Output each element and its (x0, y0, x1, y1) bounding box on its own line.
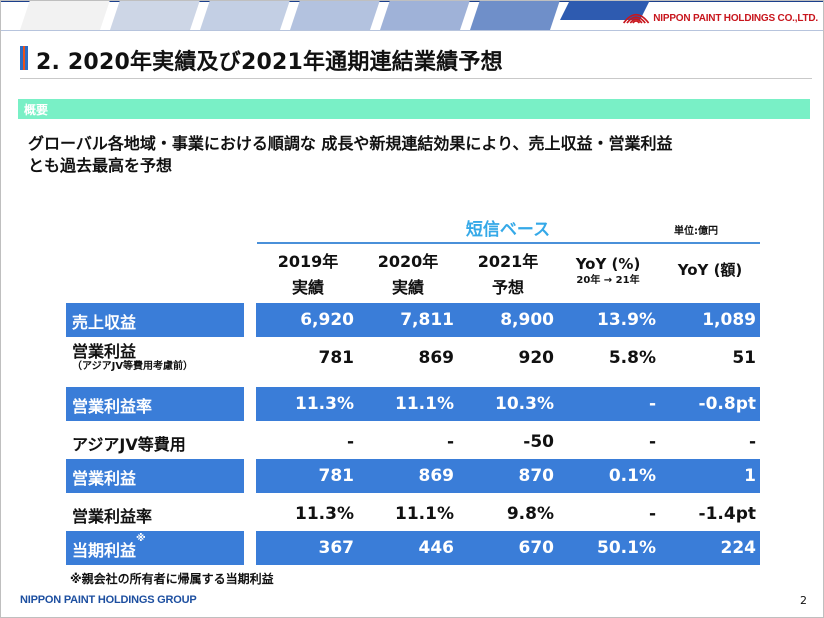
page-number: 2 (800, 594, 807, 607)
cell-yoy-percent: 50.1% (597, 538, 656, 558)
column-header-yoy-period: 20年 → 21年 (576, 275, 640, 286)
cell-2021: 670 (518, 538, 555, 558)
table-row: 営業利益 （アジアJV等費用考慮前） 781 869 920 5.8% 51 (66, 341, 760, 375)
footnote-mark: ※ (136, 533, 146, 544)
row-label: アジアJV等費用 (72, 435, 186, 454)
summary-line: とも過去最高を予想 (28, 156, 173, 175)
table-row: 当期利益※ 367 446 670 50.1% 224 (66, 531, 760, 565)
column-header-kind: 予想 (491, 278, 524, 297)
table-row: 売上収益 6,920 7,811 8,900 13.9% 1,089 (66, 303, 760, 337)
basis-label: 短信ベース (465, 220, 551, 240)
page-title: 2. 2020年実績及び2021年通期連結業績予想 (36, 50, 503, 75)
summary-text: グローバル各地域・事業における順調な 成長や新規連結効果により、売上収益・営業利… (28, 133, 810, 177)
cell-2021: 10.3% (495, 394, 554, 414)
cell-2020: 11.1% (395, 394, 454, 414)
row-label: 営業利益 （アジアJV等費用考慮前） (72, 343, 193, 373)
column-header-year: 2021年 (477, 252, 539, 271)
column-header-2021: 2021年 予想 (462, 249, 554, 301)
row-label: 売上収益 (72, 313, 137, 332)
row-label: 営業利益 (72, 469, 137, 488)
row-label-text: 営業利益 (72, 342, 137, 361)
column-header-kind: 実績 (391, 278, 424, 297)
row-label: 営業利益率 (72, 507, 153, 526)
cell-2019: 367 (318, 538, 355, 558)
column-header-2020: 2020年 実績 (362, 249, 454, 301)
table-row: アジアJV等費用 - - -50 - - (66, 425, 760, 459)
company-logo: NIPPON PAINT HOLDINGS CO.,LTD. (622, 8, 818, 28)
company-logo-text: NIPPON PAINT HOLDINGS CO.,LTD. (653, 12, 818, 24)
cell-yoy-percent: 0.1% (608, 466, 656, 486)
row-label-text: 当期利益 (72, 541, 137, 560)
column-header-yoy-percent: YoY (%) 20年 → 21年 (558, 254, 658, 288)
column-header-year: 2019年 (277, 252, 339, 271)
column-header-2019: 2019年 実績 (262, 249, 354, 301)
cell-2019: 781 (318, 348, 355, 368)
cell-yoy-amount: -1.4pt (698, 504, 756, 524)
cell-yoy-percent: 13.9% (597, 310, 656, 330)
table-row: 営業利益率 11.3% 11.1% 10.3% - -0.8pt (66, 387, 760, 421)
row-label: 営業利益率 (72, 397, 153, 416)
cell-yoy-percent: - (648, 432, 656, 452)
cell-yoy-percent: - (648, 504, 656, 524)
footnote: ※親会社の所有者に帰属する当期利益 (70, 572, 274, 586)
header-decoration (0, 0, 824, 31)
cell-2019: 781 (318, 466, 355, 486)
unit-label: 単位:億円 (674, 226, 718, 237)
title-accent-bar (20, 46, 28, 70)
cell-yoy-amount: 1,089 (702, 310, 756, 330)
footer-brand: NIPPON PAINT HOLDINGS GROUP (20, 594, 197, 606)
table-header-divider (257, 242, 760, 244)
column-header-yoy-percent-label: YoY (%) (575, 255, 641, 273)
table-row: 営業利益 781 869 870 0.1% 1 (66, 459, 760, 493)
cell-2021: 870 (518, 466, 555, 486)
cell-yoy-amount: 224 (720, 538, 757, 558)
table-row: 営業利益率 11.3% 11.1% 9.8% - -1.4pt (66, 497, 760, 531)
cell-2021: 920 (518, 348, 555, 368)
cell-2019: 6,920 (300, 310, 354, 330)
cell-yoy-percent: 5.8% (608, 348, 656, 368)
cell-2020: 7,811 (400, 310, 454, 330)
cell-2019: 11.3% (295, 394, 354, 414)
cell-yoy-amount: 51 (732, 348, 756, 368)
cell-yoy-percent: - (648, 394, 656, 414)
cell-yoy-amount: -0.8pt (698, 394, 756, 414)
column-header-yoy-amount: YoY (額) (664, 260, 756, 280)
cell-2020: 869 (418, 466, 455, 486)
cell-2021: -50 (523, 432, 554, 452)
row-label-note: （アジアJV等費用考慮前） (72, 361, 194, 372)
section-label: 概要 (24, 103, 49, 117)
cell-2020: 869 (418, 348, 455, 368)
column-header-year: 2020年 (377, 252, 439, 271)
cell-2021: 8,900 (500, 310, 554, 330)
cell-2020: 11.1% (395, 504, 454, 524)
column-header-yoy-amount-label: YoY (額) (677, 261, 743, 279)
cell-yoy-amount: - (748, 432, 756, 452)
title-divider (20, 78, 812, 79)
row-label: 当期利益※ (72, 533, 146, 561)
cell-yoy-amount: 1 (744, 466, 756, 486)
column-header-kind: 実績 (291, 278, 324, 297)
cell-2019: 11.3% (295, 504, 354, 524)
section-header: 概要 (18, 99, 810, 119)
summary-line: グローバル各地域・事業における順調な 成長や新規連結効果により、売上収益・営業利… (28, 134, 673, 153)
cell-2019: - (346, 432, 354, 452)
cell-2021: 9.8% (506, 504, 554, 524)
paint-stripes-icon (622, 13, 650, 24)
cell-2020: 446 (418, 538, 455, 558)
cell-2020: - (446, 432, 454, 452)
